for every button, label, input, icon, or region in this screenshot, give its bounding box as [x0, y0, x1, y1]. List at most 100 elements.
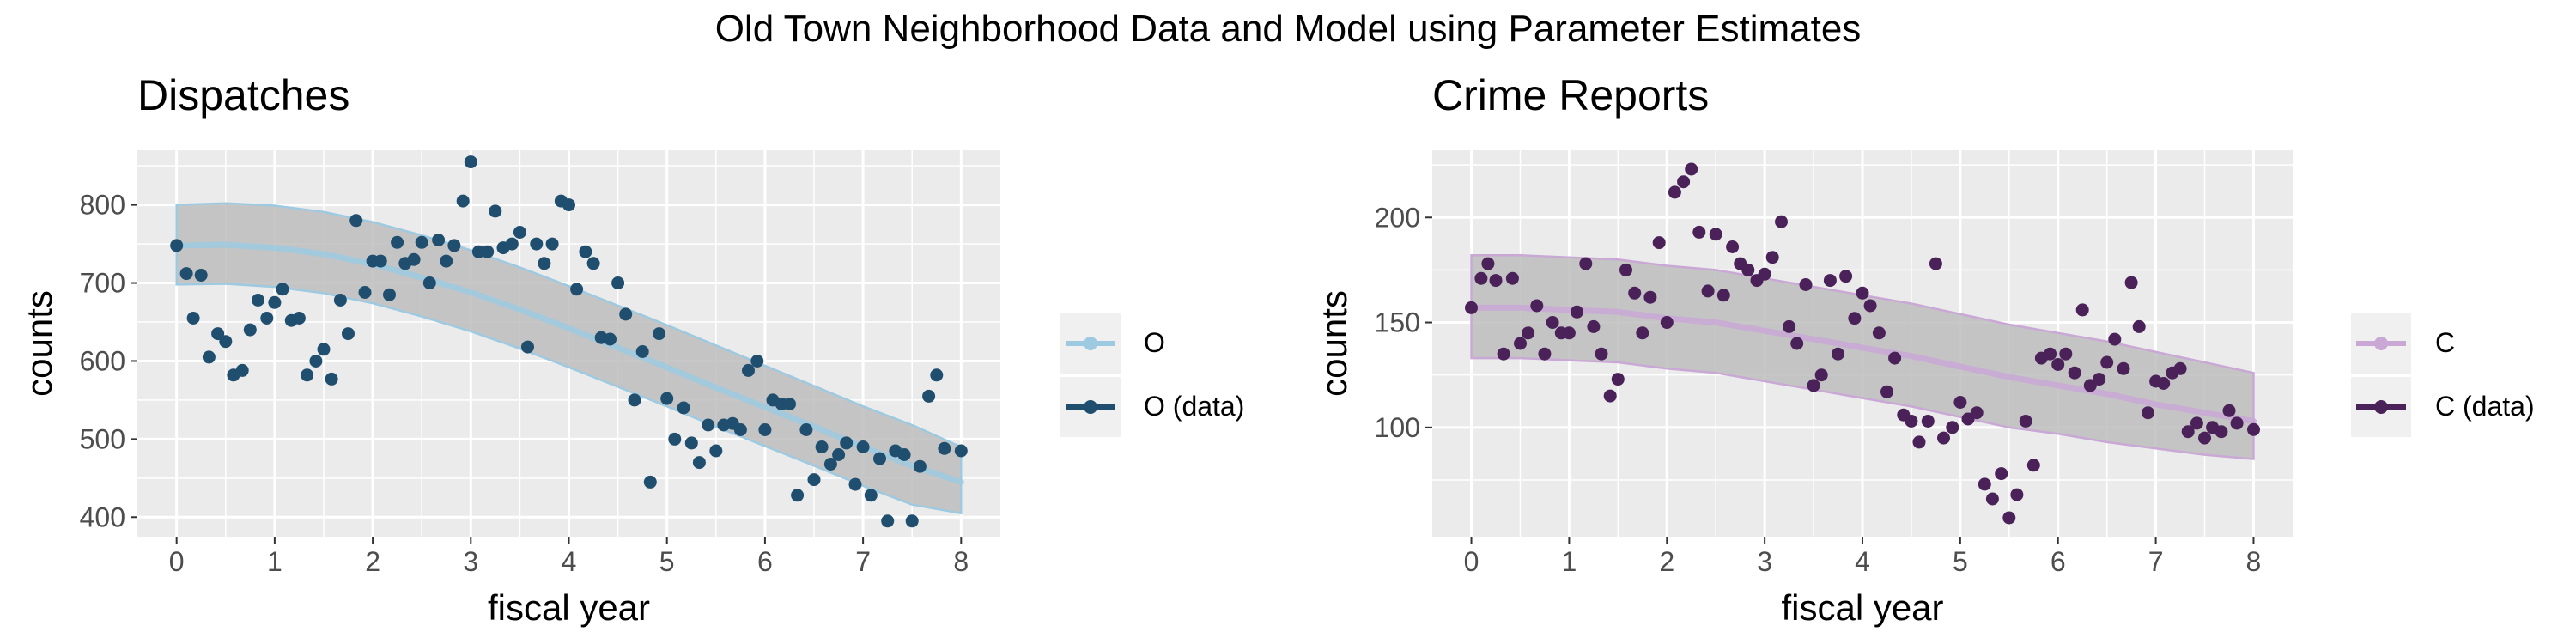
legend-key-data-point — [2374, 400, 2388, 414]
data-point — [1807, 379, 1820, 392]
data-point — [1505, 271, 1519, 285]
data-point — [1595, 347, 1608, 361]
data-point — [1823, 274, 1837, 288]
data-point — [2124, 276, 2138, 289]
data-point — [1538, 347, 1552, 361]
data-point — [1921, 415, 1935, 428]
data-point — [864, 489, 878, 502]
data-point — [1799, 278, 1813, 291]
dispatches-legend: O O (data) — [1060, 313, 1244, 437]
data-point — [2173, 361, 2187, 375]
data-point — [1652, 236, 1666, 250]
data-point — [1660, 316, 1674, 329]
legend-label-c-data: C (data) — [2435, 391, 2535, 422]
data-point — [856, 440, 870, 453]
data-point — [317, 343, 331, 356]
data-point — [611, 276, 625, 289]
data-point — [2002, 511, 2016, 525]
data-point — [1765, 251, 1779, 264]
data-point — [1579, 257, 1593, 270]
data-point — [235, 363, 249, 377]
data-point — [268, 295, 282, 309]
data-point — [1611, 373, 1625, 386]
data-point — [1937, 431, 1950, 445]
data-point — [2059, 347, 2073, 361]
data-point — [848, 477, 862, 491]
data-point — [2132, 319, 2146, 333]
data-point — [1970, 406, 1984, 420]
legend-label-o-model: O — [1144, 327, 1165, 358]
data-point — [579, 245, 592, 258]
data-point — [815, 440, 829, 453]
data-point — [1587, 319, 1601, 333]
data-point — [1953, 396, 1967, 409]
data-point — [2247, 422, 2260, 436]
data-point — [1546, 316, 1559, 329]
panel-title-crime-reports: Crime Reports — [1432, 71, 1709, 119]
data-point — [521, 340, 534, 354]
data-point — [1832, 347, 1844, 361]
data-point — [562, 198, 575, 212]
data-point — [628, 393, 641, 407]
crime-reports-plot: 0 1 2 3 4 5 6 7 8 100 150 200 fiscal year counts — [1314, 150, 2293, 628]
panel-title-dispatches: Dispatches — [137, 71, 349, 119]
data-point — [545, 237, 559, 251]
data-point — [276, 283, 289, 296]
data-point — [471, 245, 485, 258]
legend-keys — [2351, 313, 2411, 437]
data-point — [1562, 326, 1576, 340]
dispatches-plot: 0 1 2 3 4 5 6 7 8 400 500 600 700 800 fiscal year count… — [19, 150, 1000, 628]
data-point — [1946, 421, 1959, 434]
data-point — [1848, 312, 1862, 325]
data-point — [922, 389, 936, 403]
crime-reports-legend: C C (data) — [2351, 313, 2535, 437]
data-point — [211, 327, 225, 341]
data-point — [513, 226, 526, 239]
data-point — [1912, 435, 1926, 449]
x-tick-label: 1 — [267, 546, 283, 577]
data-point — [194, 269, 208, 282]
model-line-o — [173, 241, 964, 485]
data-point — [260, 312, 274, 325]
x-tick-label: 0 — [169, 546, 185, 577]
data-point — [930, 368, 944, 382]
legend-label-o-data: O (data) — [1144, 391, 1244, 422]
x-tick-label: 4 — [1855, 546, 1870, 577]
dispatches-panel: Dispatches 0 1 2 3 4 5 6 7 8 400 500 600 700 800 fisca… — [19, 71, 1244, 628]
data-point — [301, 368, 314, 382]
crime-reports-panel: Crime Reports 0 1 2 3 4 5 6 7 8 100 150 200 fiscal y… — [1314, 71, 2535, 628]
data-point — [1465, 301, 1478, 314]
x-tick-label: 1 — [1562, 546, 1577, 577]
data-point — [1775, 215, 1788, 228]
data-point — [2100, 355, 2114, 369]
data-point — [1628, 286, 1642, 300]
x-tick-label: 3 — [463, 546, 478, 577]
data-point — [1636, 326, 1649, 340]
data-point — [1741, 263, 1755, 276]
data-point — [873, 452, 886, 465]
data-point — [783, 398, 796, 410]
y-axis-label: counts — [19, 290, 59, 397]
data-point — [2051, 358, 2065, 371]
data-point — [1497, 347, 1510, 361]
x-axis-label: fiscal year — [488, 587, 650, 628]
data-point — [2198, 431, 2211, 445]
data-point — [2230, 416, 2244, 430]
model-line-c — [1468, 304, 2257, 424]
x-tick-label: 7 — [2148, 546, 2164, 577]
data-point — [1677, 175, 1691, 189]
x-tick-label: 8 — [953, 546, 969, 577]
data-point — [186, 312, 200, 325]
data-point — [1668, 185, 1681, 199]
data-point — [2093, 373, 2106, 386]
data-point — [2222, 404, 2236, 417]
data-point — [660, 392, 674, 405]
data-point — [653, 327, 666, 341]
data-point — [489, 204, 502, 218]
data-point — [635, 345, 649, 358]
data-point — [684, 436, 698, 450]
y-tick-label: 500 — [80, 423, 125, 454]
data-point — [1863, 299, 1877, 313]
data-point — [1985, 492, 1999, 506]
